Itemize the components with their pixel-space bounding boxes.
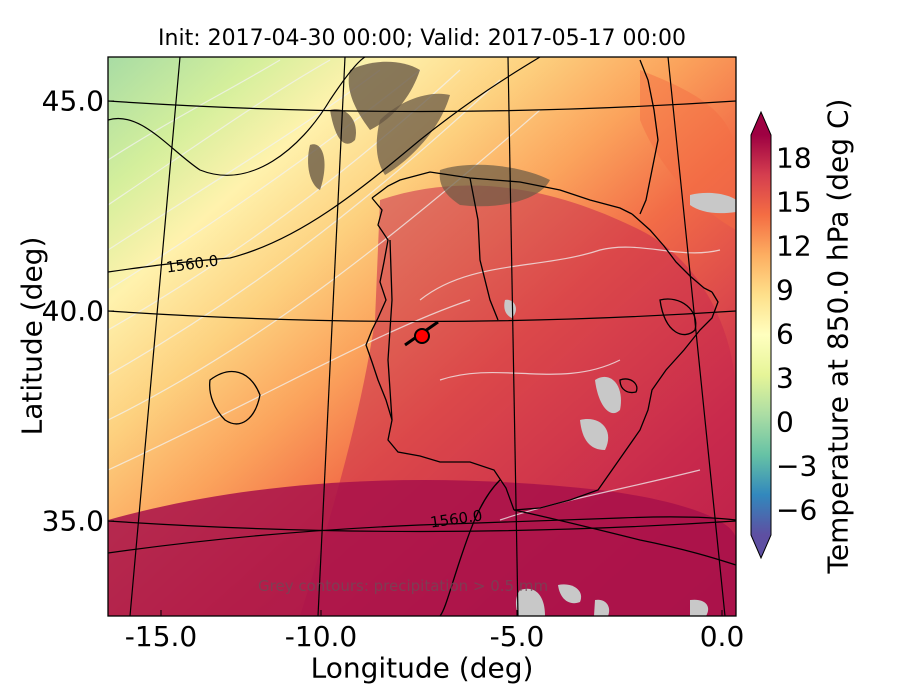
hot-region-south: [108, 480, 736, 616]
colorbar-tick-label: 12: [776, 229, 812, 263]
y-tick-label: 45.0: [41, 84, 104, 118]
x-tick-label: -15.0: [124, 620, 198, 653]
colorbar: [750, 110, 772, 560]
colorbar-label: Temperature at 850.0 hPa (deg C): [821, 98, 855, 574]
y-tick-label: 35.0: [41, 504, 104, 538]
colorbar-tick-label: 15: [776, 185, 812, 219]
x-axis-label: Longitude (deg): [310, 651, 534, 685]
colorbar-tick-label: 6: [776, 317, 794, 351]
x-tick-label: -5.0: [489, 620, 545, 653]
x-tick-marks: [160, 610, 723, 616]
map-canvas: [108, 57, 736, 616]
colorbar-min-arrow: [751, 535, 771, 558]
y-tick-marks: [108, 100, 114, 522]
map-title: Init: 2017-04-30 00:00; Valid: 2017-05-1…: [158, 26, 686, 51]
station-marker: [404, 320, 439, 347]
graticule: [108, 57, 736, 616]
y-tick-label: 40.0: [41, 294, 104, 328]
colorbar-tick-label: −3: [776, 449, 818, 483]
colorbar-max-arrow: [751, 112, 771, 135]
colorbar-gradient: [751, 135, 771, 535]
colorbar-tick-label: −6: [776, 493, 818, 527]
coastlines: [209, 59, 736, 616]
precipitation-areas: [308, 61, 736, 616]
x-tick-label: -10.0: [284, 620, 358, 653]
colorbar-tick-label: 9: [776, 273, 794, 307]
x-tick-label: 0.0: [699, 620, 745, 653]
colorbar-tick-label: 0: [776, 405, 794, 439]
y-axis-label: Latitude (deg): [15, 236, 49, 436]
precipitation-note: Grey contours: precipitation > 0.5 mm: [258, 577, 549, 595]
geopotential-contours: [108, 57, 736, 554]
northeast-warm: [640, 70, 736, 230]
colorbar-tick-label: 3: [776, 361, 794, 395]
map-frame: [107, 56, 737, 617]
colorbar-tick-label: 18: [776, 141, 812, 175]
